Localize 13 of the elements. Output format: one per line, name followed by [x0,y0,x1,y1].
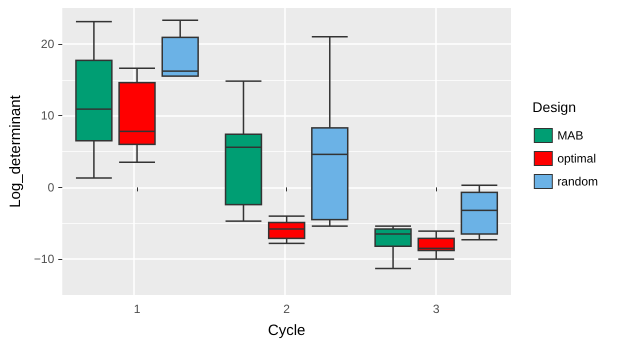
y-tick-label: 20 [40,36,55,51]
x-tick-label: 1 [134,302,141,316]
y-tick-label: 10 [40,108,55,123]
legend-title: Design [532,99,576,115]
y-tick-label: −10 [34,252,55,266]
x-tick-label: 3 [432,302,440,316]
y-axis-title: Log_determinant [7,94,24,208]
legend-label: optimal [557,152,596,166]
legend-label: random [557,174,598,188]
legend-label: MAB [557,128,584,142]
x-axis-title: Cycle [268,322,306,339]
x-tick-label: 2 [283,302,290,316]
y-tick-label: 0 [48,180,55,194]
